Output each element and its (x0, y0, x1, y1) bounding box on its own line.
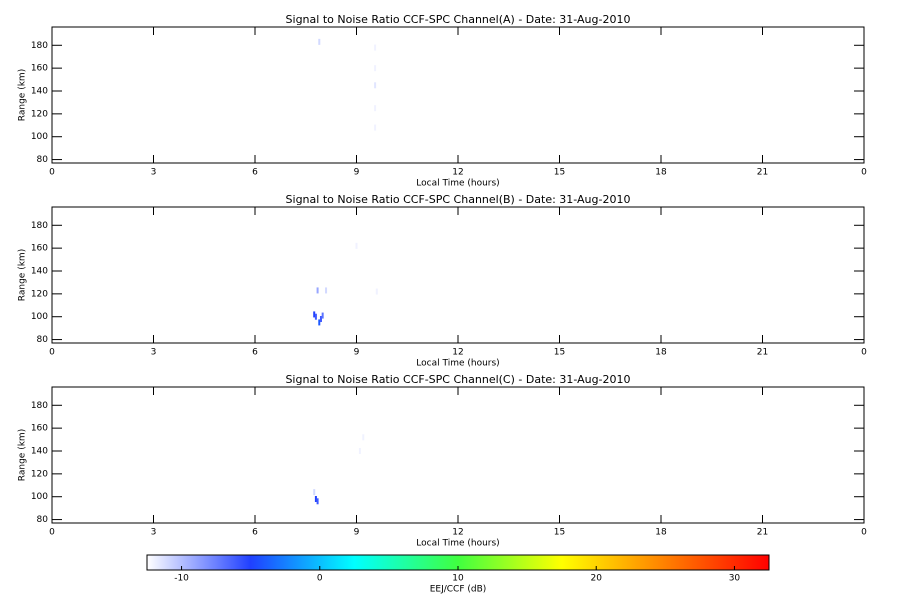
snr-point (313, 489, 316, 496)
y-tick-label: 180 (31, 221, 48, 231)
x-tick-label: 6 (252, 348, 258, 358)
y-axis-label: Range (km) (18, 69, 28, 121)
y-tick-label: 100 (31, 132, 48, 142)
x-tick-label: 9 (354, 528, 360, 538)
y-axis-label: Range (km) (18, 249, 28, 301)
x-tick-label: 18 (655, 528, 667, 538)
x-tick-label: 6 (252, 168, 258, 178)
x-tick-label: 0 (49, 528, 55, 538)
snr-point (319, 316, 322, 322)
chart-title: Signal to Noise Ratio CCF-SPC Channel(B)… (286, 193, 631, 206)
snr-point (313, 311, 316, 318)
plot-frame (51, 206, 865, 344)
plot-frame (51, 386, 865, 524)
x-axis-label: Local Time (hours) (416, 179, 499, 189)
x-tick-label: 3 (151, 168, 157, 178)
x-tick-label: 21 (757, 348, 768, 358)
y-tick-label: 120 (31, 109, 48, 119)
snr-point (374, 65, 377, 72)
snr-point (375, 288, 378, 295)
x-tick-label: 15 (554, 528, 565, 538)
y-tick-label: 140 (31, 447, 48, 457)
x-axis-label: Local Time (hours) (416, 539, 499, 549)
y-tick-label: 120 (31, 469, 48, 479)
x-tick-label: 0 (49, 168, 55, 178)
colorbar-tick-label: 0 (317, 574, 323, 584)
x-tick-label: 15 (554, 168, 565, 178)
x-tick-label: 12 (452, 348, 463, 358)
snr-point (325, 287, 328, 294)
x-tick-label: 0 (861, 348, 867, 358)
x-tick-label: 21 (757, 168, 768, 178)
snr-point (314, 496, 317, 502)
snr-point (374, 82, 377, 89)
snr-point (318, 38, 321, 45)
plot-frame (51, 26, 865, 164)
y-tick-label: 100 (31, 492, 48, 502)
snr-point (374, 124, 377, 131)
x-tick-label: 9 (354, 168, 360, 178)
snr-point (316, 498, 319, 505)
x-tick-label: 3 (151, 348, 157, 358)
y-tick-label: 140 (31, 87, 48, 97)
y-tick-label: 80 (37, 515, 49, 525)
y-tick-label: 160 (31, 244, 48, 254)
y-tick-label: 140 (31, 267, 48, 277)
x-tick-label: 12 (452, 528, 463, 538)
colorbar-tick-label: 30 (729, 574, 741, 584)
snr-point (355, 242, 358, 249)
x-tick-label: 12 (452, 168, 463, 178)
colorbar-tick-label: 20 (590, 574, 602, 584)
y-tick-label: 180 (31, 401, 48, 411)
y-tick-label: 180 (31, 41, 48, 51)
y-tick-label: 80 (37, 155, 49, 165)
y-tick-label: 160 (31, 64, 48, 74)
x-tick-label: 18 (655, 348, 667, 358)
y-tick-label: 160 (31, 424, 48, 434)
y-tick-label: 100 (31, 312, 48, 322)
snr-point (318, 319, 321, 326)
x-tick-label: 0 (49, 348, 55, 358)
x-tick-label: 9 (354, 348, 360, 358)
chart-title: Signal to Noise Ratio CCF-SPC Channel(C)… (285, 373, 630, 386)
x-tick-label: 6 (252, 528, 258, 538)
x-tick-label: 15 (554, 348, 565, 358)
y-tick-label: 120 (31, 289, 48, 299)
y-tick-label: 80 (37, 335, 49, 345)
x-axis-label: Local Time (hours) (416, 359, 499, 369)
colorbar-tick-label: -10 (174, 574, 189, 584)
x-tick-label: 3 (151, 528, 157, 538)
colorbar-tick-label: 10 (452, 574, 464, 584)
x-tick-label: 18 (655, 168, 667, 178)
chart-title: Signal to Noise Ratio CCF-SPC Channel(A)… (286, 13, 631, 26)
x-tick-label: 0 (861, 528, 867, 538)
snr-point (316, 287, 319, 294)
snr-point (374, 44, 377, 51)
snr-point (358, 448, 361, 454)
colorbar-label: EEJ/CCF (dB) (430, 585, 487, 595)
x-tick-label: 21 (757, 528, 768, 538)
snr-point (314, 313, 317, 320)
x-tick-label: 0 (861, 168, 867, 178)
snr-point (321, 312, 324, 319)
snr-point (362, 434, 365, 441)
y-axis-label: Range (km) (18, 429, 28, 481)
snr-point (374, 105, 377, 112)
